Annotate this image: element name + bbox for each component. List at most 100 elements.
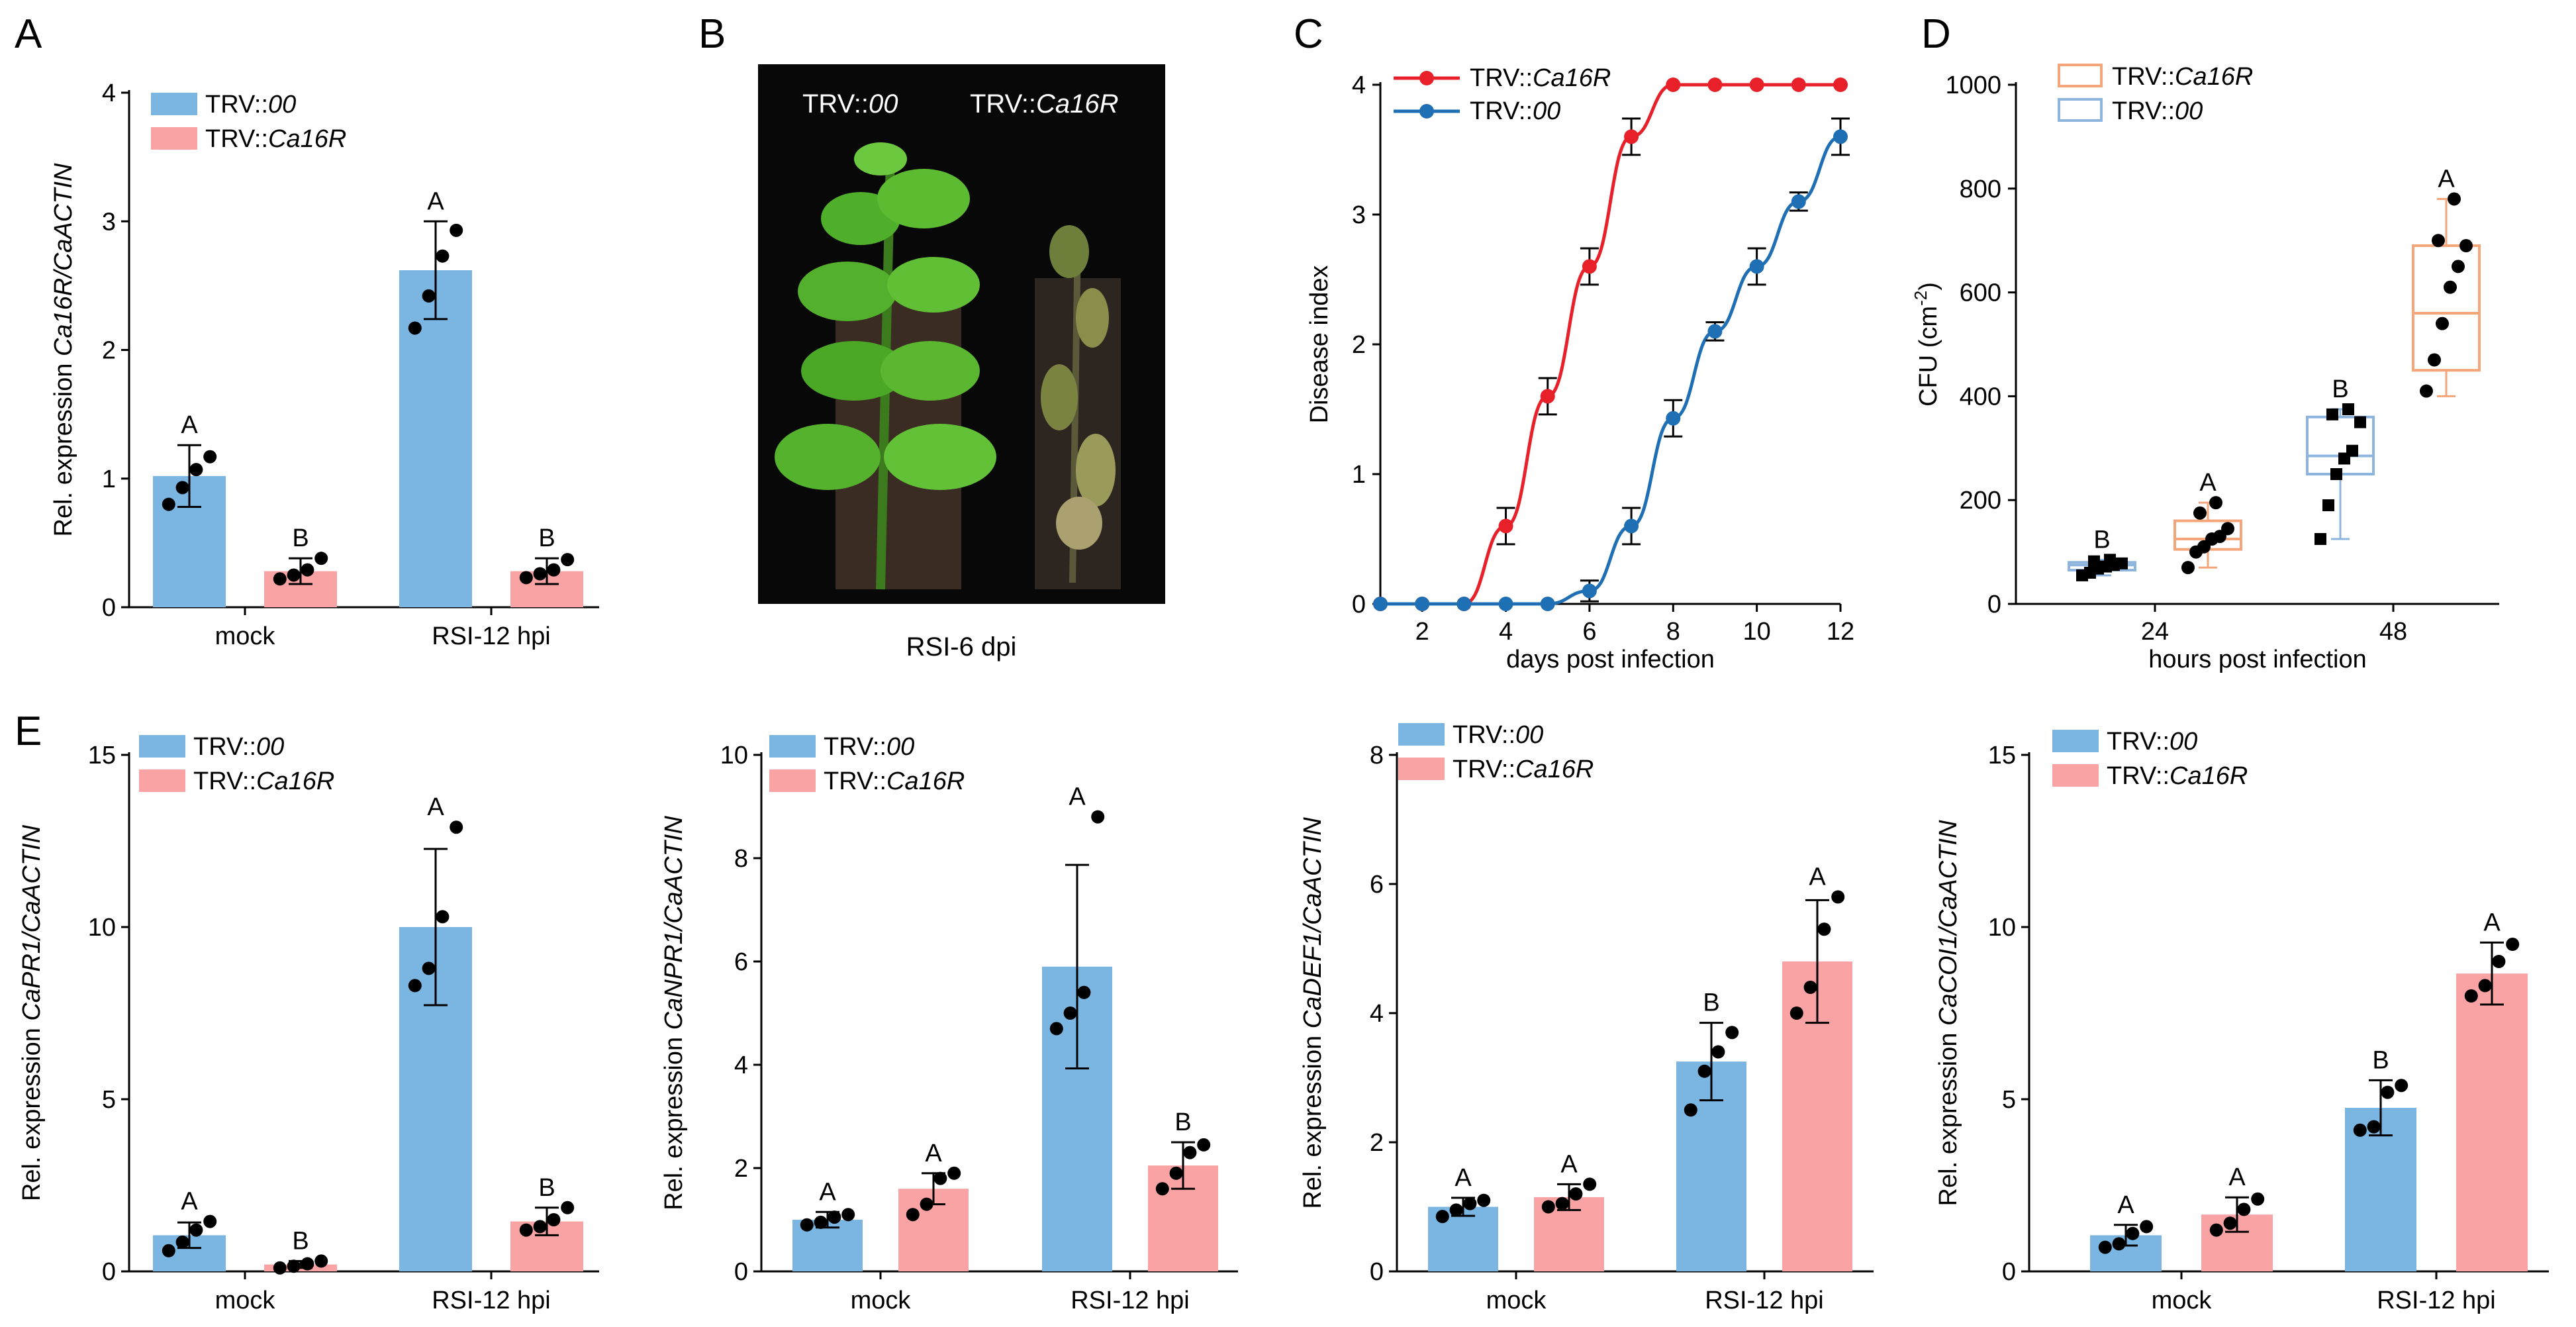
legend-label: TRV::00	[2107, 728, 2197, 756]
data-point	[1789, 1007, 1803, 1020]
data-point	[1540, 597, 1555, 611]
legend-swatch	[139, 735, 185, 758]
data-point	[2314, 533, 2326, 545]
x-tick-label: RSI-12 hpi	[432, 1287, 551, 1314]
significance-letter: A	[1455, 1164, 1472, 1192]
series-line	[1380, 134, 1841, 606]
data-point	[2342, 403, 2354, 415]
data-point	[1711, 1045, 1725, 1059]
legend-label: TRV::Ca16R	[193, 767, 334, 795]
y-tick-label: 4	[1352, 72, 1366, 99]
healthy-plant-illustration	[775, 142, 996, 590]
data-point	[533, 1220, 547, 1234]
data-point	[436, 910, 450, 924]
y-tick-label: 0	[102, 594, 116, 622]
x-tick-label: 8	[1666, 618, 1680, 646]
data-point	[301, 1257, 314, 1271]
data-point	[2381, 1085, 2395, 1099]
data-point	[1582, 583, 1597, 599]
x-axis-label: hours post infection	[2148, 646, 2367, 673]
y-tick-label: 8	[734, 845, 748, 873]
panel-letter-a: A	[15, 11, 42, 57]
data-point	[561, 553, 575, 567]
data-point	[2420, 384, 2433, 398]
legend-label: TRV::00	[1453, 721, 1543, 749]
legend-swatch	[1398, 723, 1445, 746]
legend-label: TRV::00	[824, 733, 914, 761]
data-point	[2209, 1223, 2223, 1237]
x-tick-label: 10	[1742, 618, 1770, 646]
y-tick-label: 10	[88, 914, 116, 942]
data-point	[519, 571, 533, 585]
data-point	[1373, 597, 1388, 611]
data-point	[2223, 1216, 2237, 1230]
x-axis-label: days post infection	[1506, 646, 1715, 673]
data-point	[2459, 239, 2473, 253]
data-point	[1833, 77, 1848, 92]
y-tick-label: 5	[2002, 1086, 2016, 1114]
data-point	[1477, 1193, 1491, 1207]
data-point	[1707, 77, 1723, 92]
data-point	[2112, 1237, 2126, 1251]
significance-letter: A	[1809, 863, 1826, 891]
data-point	[2448, 192, 2461, 206]
data-point	[2353, 1123, 2367, 1137]
data-point	[547, 563, 561, 577]
data-point	[1555, 1197, 1569, 1210]
y-tick-label: 15	[88, 742, 116, 769]
data-point	[906, 1208, 920, 1222]
legend-swatch	[2058, 98, 2103, 122]
data-point	[1435, 1210, 1449, 1224]
y-axis-label: Rel. expression CaNPR1/CaACTIN	[660, 816, 688, 1210]
data-point	[1077, 985, 1091, 999]
y-tick-label: 10	[720, 742, 748, 769]
data-point	[1498, 597, 1513, 611]
y-tick-label: 5	[102, 1086, 116, 1114]
y-axis-label: CFU (cm-2)	[1911, 282, 1942, 407]
data-point	[2088, 555, 2100, 567]
photo-label-trv00: TRV::00	[802, 89, 898, 119]
data-point	[1831, 890, 1845, 904]
y-tick-label: 2	[1352, 331, 1366, 359]
y-tick-label: 6	[1370, 871, 1384, 899]
x-tick-label: mock	[215, 622, 276, 650]
data-point	[1169, 1166, 1183, 1180]
data-point	[2251, 1192, 2265, 1206]
data-point	[1183, 1146, 1197, 1159]
data-point	[2098, 1240, 2112, 1254]
y-tick-label: 4	[734, 1052, 748, 1079]
data-point	[2322, 499, 2334, 512]
data-point	[2478, 979, 2492, 993]
significance-letter: A	[2199, 469, 2217, 497]
x-tick-label: mock	[2152, 1287, 2213, 1314]
y-tick-label: 4	[102, 79, 116, 107]
legend-label: TRV::Ca16R	[2107, 762, 2248, 790]
data-point	[1707, 324, 1723, 339]
x-tick-label: mock	[851, 1287, 912, 1314]
significance-letter: B	[2332, 375, 2348, 403]
panel-letters: A B C D E	[15, 11, 1951, 754]
significance-letter: B	[2093, 526, 2110, 554]
legend-swatch	[2052, 730, 2099, 752]
data-point	[1540, 389, 1555, 404]
data-point	[547, 1213, 561, 1226]
data-point	[175, 481, 189, 495]
data-point	[2221, 522, 2234, 536]
y-tick-label: 2	[102, 337, 116, 365]
data-point	[2464, 989, 2478, 1003]
x-tick-label: RSI-12 hpi	[1071, 1287, 1190, 1314]
legend-swatch	[151, 127, 197, 150]
data-point	[1803, 981, 1817, 994]
y-tick-label: 0	[102, 1258, 116, 1286]
y-tick-label: 6	[734, 948, 748, 976]
y-axis-label: Disease index	[1306, 266, 1333, 424]
data-point	[1541, 1200, 1555, 1214]
data-point	[2367, 1120, 2381, 1134]
legend-label: TRV::Ca16R	[2112, 63, 2253, 91]
y-tick-label: 0	[1352, 591, 1366, 618]
data-point	[2428, 353, 2441, 367]
data-point	[2346, 444, 2358, 457]
legend-swatch	[769, 769, 816, 792]
